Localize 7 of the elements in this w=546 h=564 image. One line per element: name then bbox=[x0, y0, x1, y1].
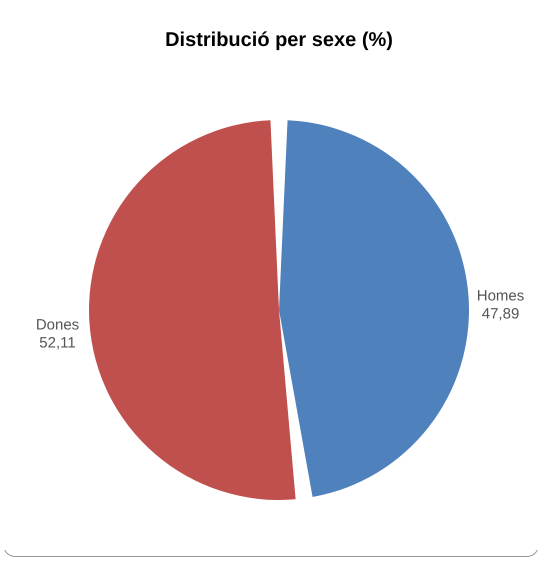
slice-label: Homes bbox=[476, 287, 524, 304]
data-label: 47,89 bbox=[482, 305, 520, 322]
pie-slice bbox=[89, 120, 296, 500]
data-label: 52,11 bbox=[39, 334, 76, 352]
chart-title: Distribució per sexe (%) bbox=[165, 29, 393, 51]
pie-slice bbox=[279, 120, 469, 498]
slice-label: Dones bbox=[36, 316, 80, 334]
